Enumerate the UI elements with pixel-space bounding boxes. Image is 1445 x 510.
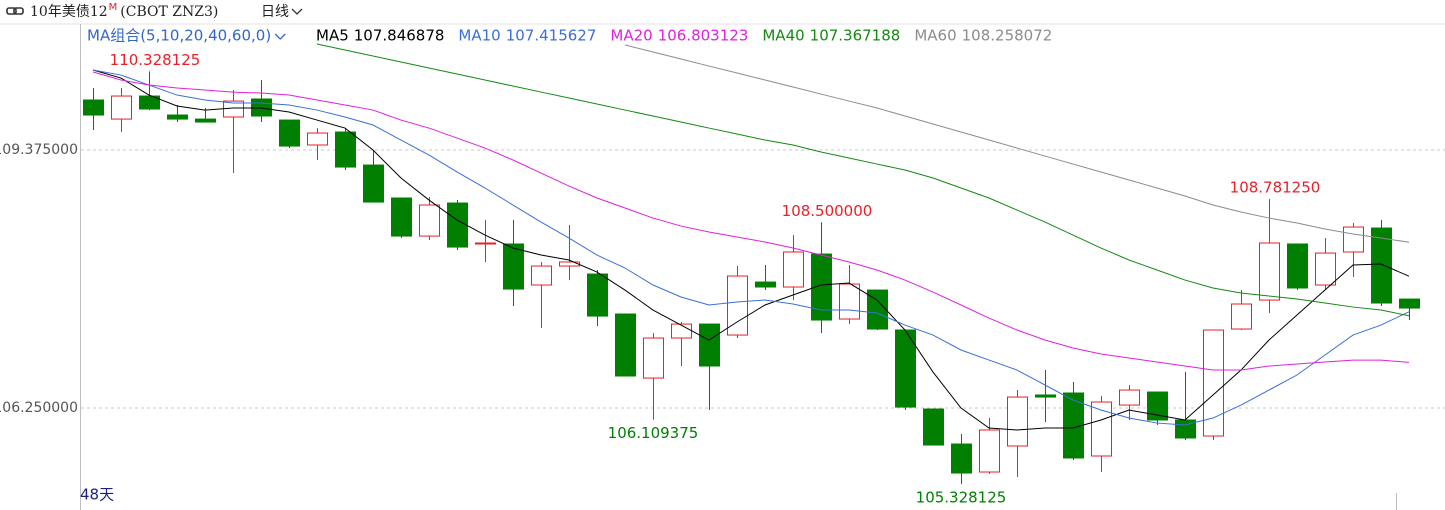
candle-body — [1203, 329, 1224, 437]
header-symbol: (CBOT ZNZ3) — [120, 4, 218, 20]
high-value-label: 108.500000 — [782, 202, 873, 220]
candle-body — [587, 273, 608, 317]
candle-body — [1315, 252, 1336, 286]
plot-area — [81, 43, 1445, 485]
candle-body — [1035, 394, 1056, 398]
ma-line — [316, 43, 1410, 317]
candle-body — [811, 253, 832, 321]
high-value-label: 110.328125 — [110, 51, 201, 69]
high-value-label: 108.781250 — [1230, 179, 1321, 197]
candle-body — [139, 95, 160, 110]
candle-body — [1343, 226, 1364, 253]
candle-body — [923, 408, 944, 446]
candle-body — [951, 443, 972, 474]
candle-body — [335, 131, 356, 168]
ma-line — [92, 69, 1410, 426]
candle-body — [1231, 303, 1252, 330]
candle-body — [363, 164, 384, 203]
candle-body — [307, 132, 328, 146]
link-icon — [6, 7, 24, 15]
candle-body — [391, 197, 412, 237]
candle-body — [671, 323, 692, 339]
candle-body — [727, 275, 748, 336]
candle-body — [419, 204, 440, 237]
legend-name: MA40 — [762, 27, 804, 45]
candle-body — [699, 323, 720, 367]
candle-body — [475, 242, 496, 245]
legend-name: MA10 — [458, 27, 500, 45]
candle-body — [839, 283, 860, 320]
candle-body — [755, 281, 776, 288]
y-tick-label: 109.375000 — [0, 142, 78, 158]
candle-body — [447, 202, 468, 248]
candle-body — [503, 243, 524, 290]
legend-value: 107.415627 — [506, 27, 597, 45]
y-tick-label: 106.250000 — [0, 400, 78, 416]
header-title: 10年美债12 — [30, 4, 108, 20]
legend-value: 107.367188 — [810, 27, 901, 45]
indicator-label[interactable]: MA组合(5,10,20,40,60,0) — [87, 27, 271, 45]
ma-line — [92, 71, 1410, 371]
candle-body — [1147, 391, 1168, 421]
candle-body — [1119, 389, 1140, 406]
candle-body — [167, 114, 188, 120]
candle-body — [1399, 298, 1420, 309]
candle-body — [1287, 243, 1308, 289]
ma-line — [92, 69, 1410, 431]
candle-body — [783, 251, 804, 288]
candle-body — [1091, 401, 1112, 457]
candle-body — [867, 289, 888, 330]
candle-body — [643, 337, 664, 379]
candle-body — [559, 261, 580, 267]
indicator-dropdown-icon[interactable] — [274, 33, 286, 40]
ma-line — [624, 44, 1410, 243]
candle-body — [1371, 227, 1392, 304]
period-selector[interactable]: 日线 — [261, 4, 289, 20]
legend-name: MA60 — [914, 27, 956, 45]
low-value-label: 106.109375 — [608, 424, 699, 442]
legend-value: 106.803123 — [658, 27, 749, 45]
legend-name: MA5 — [316, 27, 349, 45]
candle-body — [1259, 242, 1280, 301]
candle-body — [615, 313, 636, 377]
candle-body — [279, 119, 300, 147]
legend-value: 108.258072 — [962, 27, 1053, 45]
header-superscript: M — [109, 2, 118, 13]
candle-body — [111, 95, 132, 120]
candle-body — [979, 429, 1000, 473]
low-value-label: 105.328125 — [916, 489, 1007, 507]
candle-body — [531, 265, 552, 286]
legend-value: 107.846878 — [354, 27, 445, 45]
candle-body — [1007, 396, 1028, 447]
candle-body — [83, 99, 104, 116]
legend-name: MA20 — [610, 27, 652, 45]
period-dropdown-icon[interactable] — [291, 8, 303, 15]
candle-body — [195, 118, 216, 123]
day-count: 48天 — [80, 486, 114, 504]
